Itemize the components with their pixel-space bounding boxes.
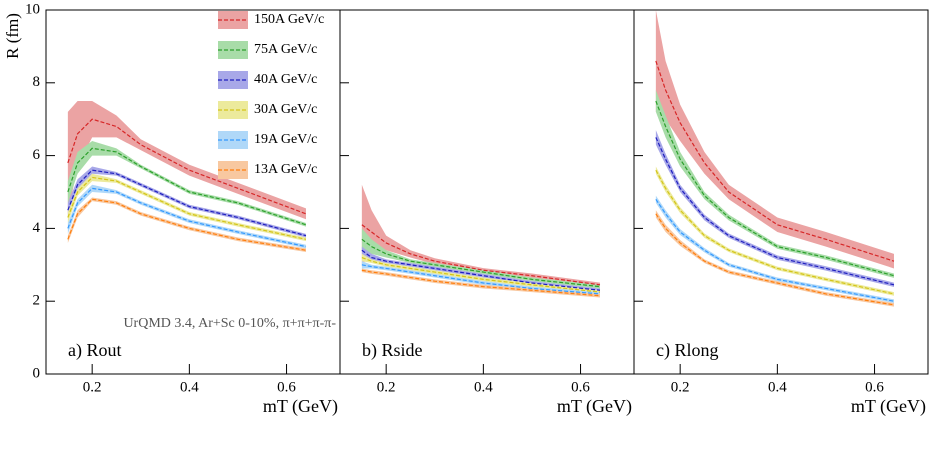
series-line — [361, 256, 601, 293]
panel-label: b) Rside — [362, 340, 423, 361]
legend-label: 30A GeV/c — [254, 102, 317, 117]
series-line — [655, 60, 895, 262]
y-tick-label: 8 — [33, 74, 41, 90]
x-tick-label: 0.2 — [83, 379, 102, 395]
series-line — [655, 198, 895, 302]
x-tick-label: 0.6 — [571, 379, 590, 395]
error-band — [67, 101, 306, 220]
error-band — [655, 130, 894, 288]
series-line — [67, 147, 307, 226]
x-axis-label: mT (GeV) — [851, 396, 926, 417]
y-tick-label: 4 — [33, 220, 41, 236]
y-tick-label: 0 — [33, 365, 41, 381]
error-band — [361, 228, 600, 289]
y-tick-label: 6 — [33, 147, 41, 163]
legend-label: 40A GeV/c — [254, 72, 317, 87]
x-tick-label: 0.6 — [865, 379, 884, 395]
series-line — [361, 249, 601, 291]
error-band — [655, 10, 894, 269]
x-tick-label: 0.6 — [277, 379, 296, 395]
panel-label: a) Rout — [68, 340, 122, 361]
series-line — [361, 269, 601, 297]
legend-label: 13A GeV/c — [254, 162, 317, 177]
series-line — [67, 198, 307, 251]
legend-label: 150A GeV/c — [254, 12, 324, 27]
panel-frame — [339, 9, 635, 375]
x-axis-label: mT (GeV) — [557, 396, 632, 417]
series-line — [67, 118, 307, 215]
annotation: UrQMD 3.4, Ar+Sc 0-10%, π+π+π-π- — [123, 316, 336, 331]
error-band — [67, 197, 306, 253]
x-tick-label: 0.2 — [671, 379, 690, 395]
x-axis-label: mT (GeV) — [263, 396, 338, 417]
error-band — [67, 173, 306, 242]
y-axis-label: R (fm) — [3, 13, 22, 59]
series-line — [655, 137, 895, 286]
series-line — [655, 169, 895, 295]
legend-label: 75A GeV/c — [254, 42, 317, 57]
error-band — [361, 268, 600, 298]
x-tick-label: 0.2 — [377, 379, 396, 395]
series-line — [67, 176, 307, 240]
series-line — [655, 213, 895, 306]
error-band — [67, 184, 306, 249]
x-tick-label: 0.4 — [474, 379, 493, 395]
x-tick-label: 0.4 — [180, 379, 199, 395]
x-tick-label: 0.4 — [768, 379, 787, 395]
series-line — [361, 264, 601, 295]
legend-label: 19A GeV/c — [254, 132, 317, 147]
y-tick-label: 2 — [33, 293, 41, 309]
y-tick-label: 10 — [25, 1, 40, 17]
series-line — [655, 100, 895, 277]
series-line — [361, 238, 601, 288]
series-line — [67, 187, 307, 248]
panel-label: c) Rlong — [656, 340, 719, 361]
series-line — [67, 169, 307, 237]
panel-frame — [633, 9, 929, 375]
series-line — [361, 224, 601, 286]
